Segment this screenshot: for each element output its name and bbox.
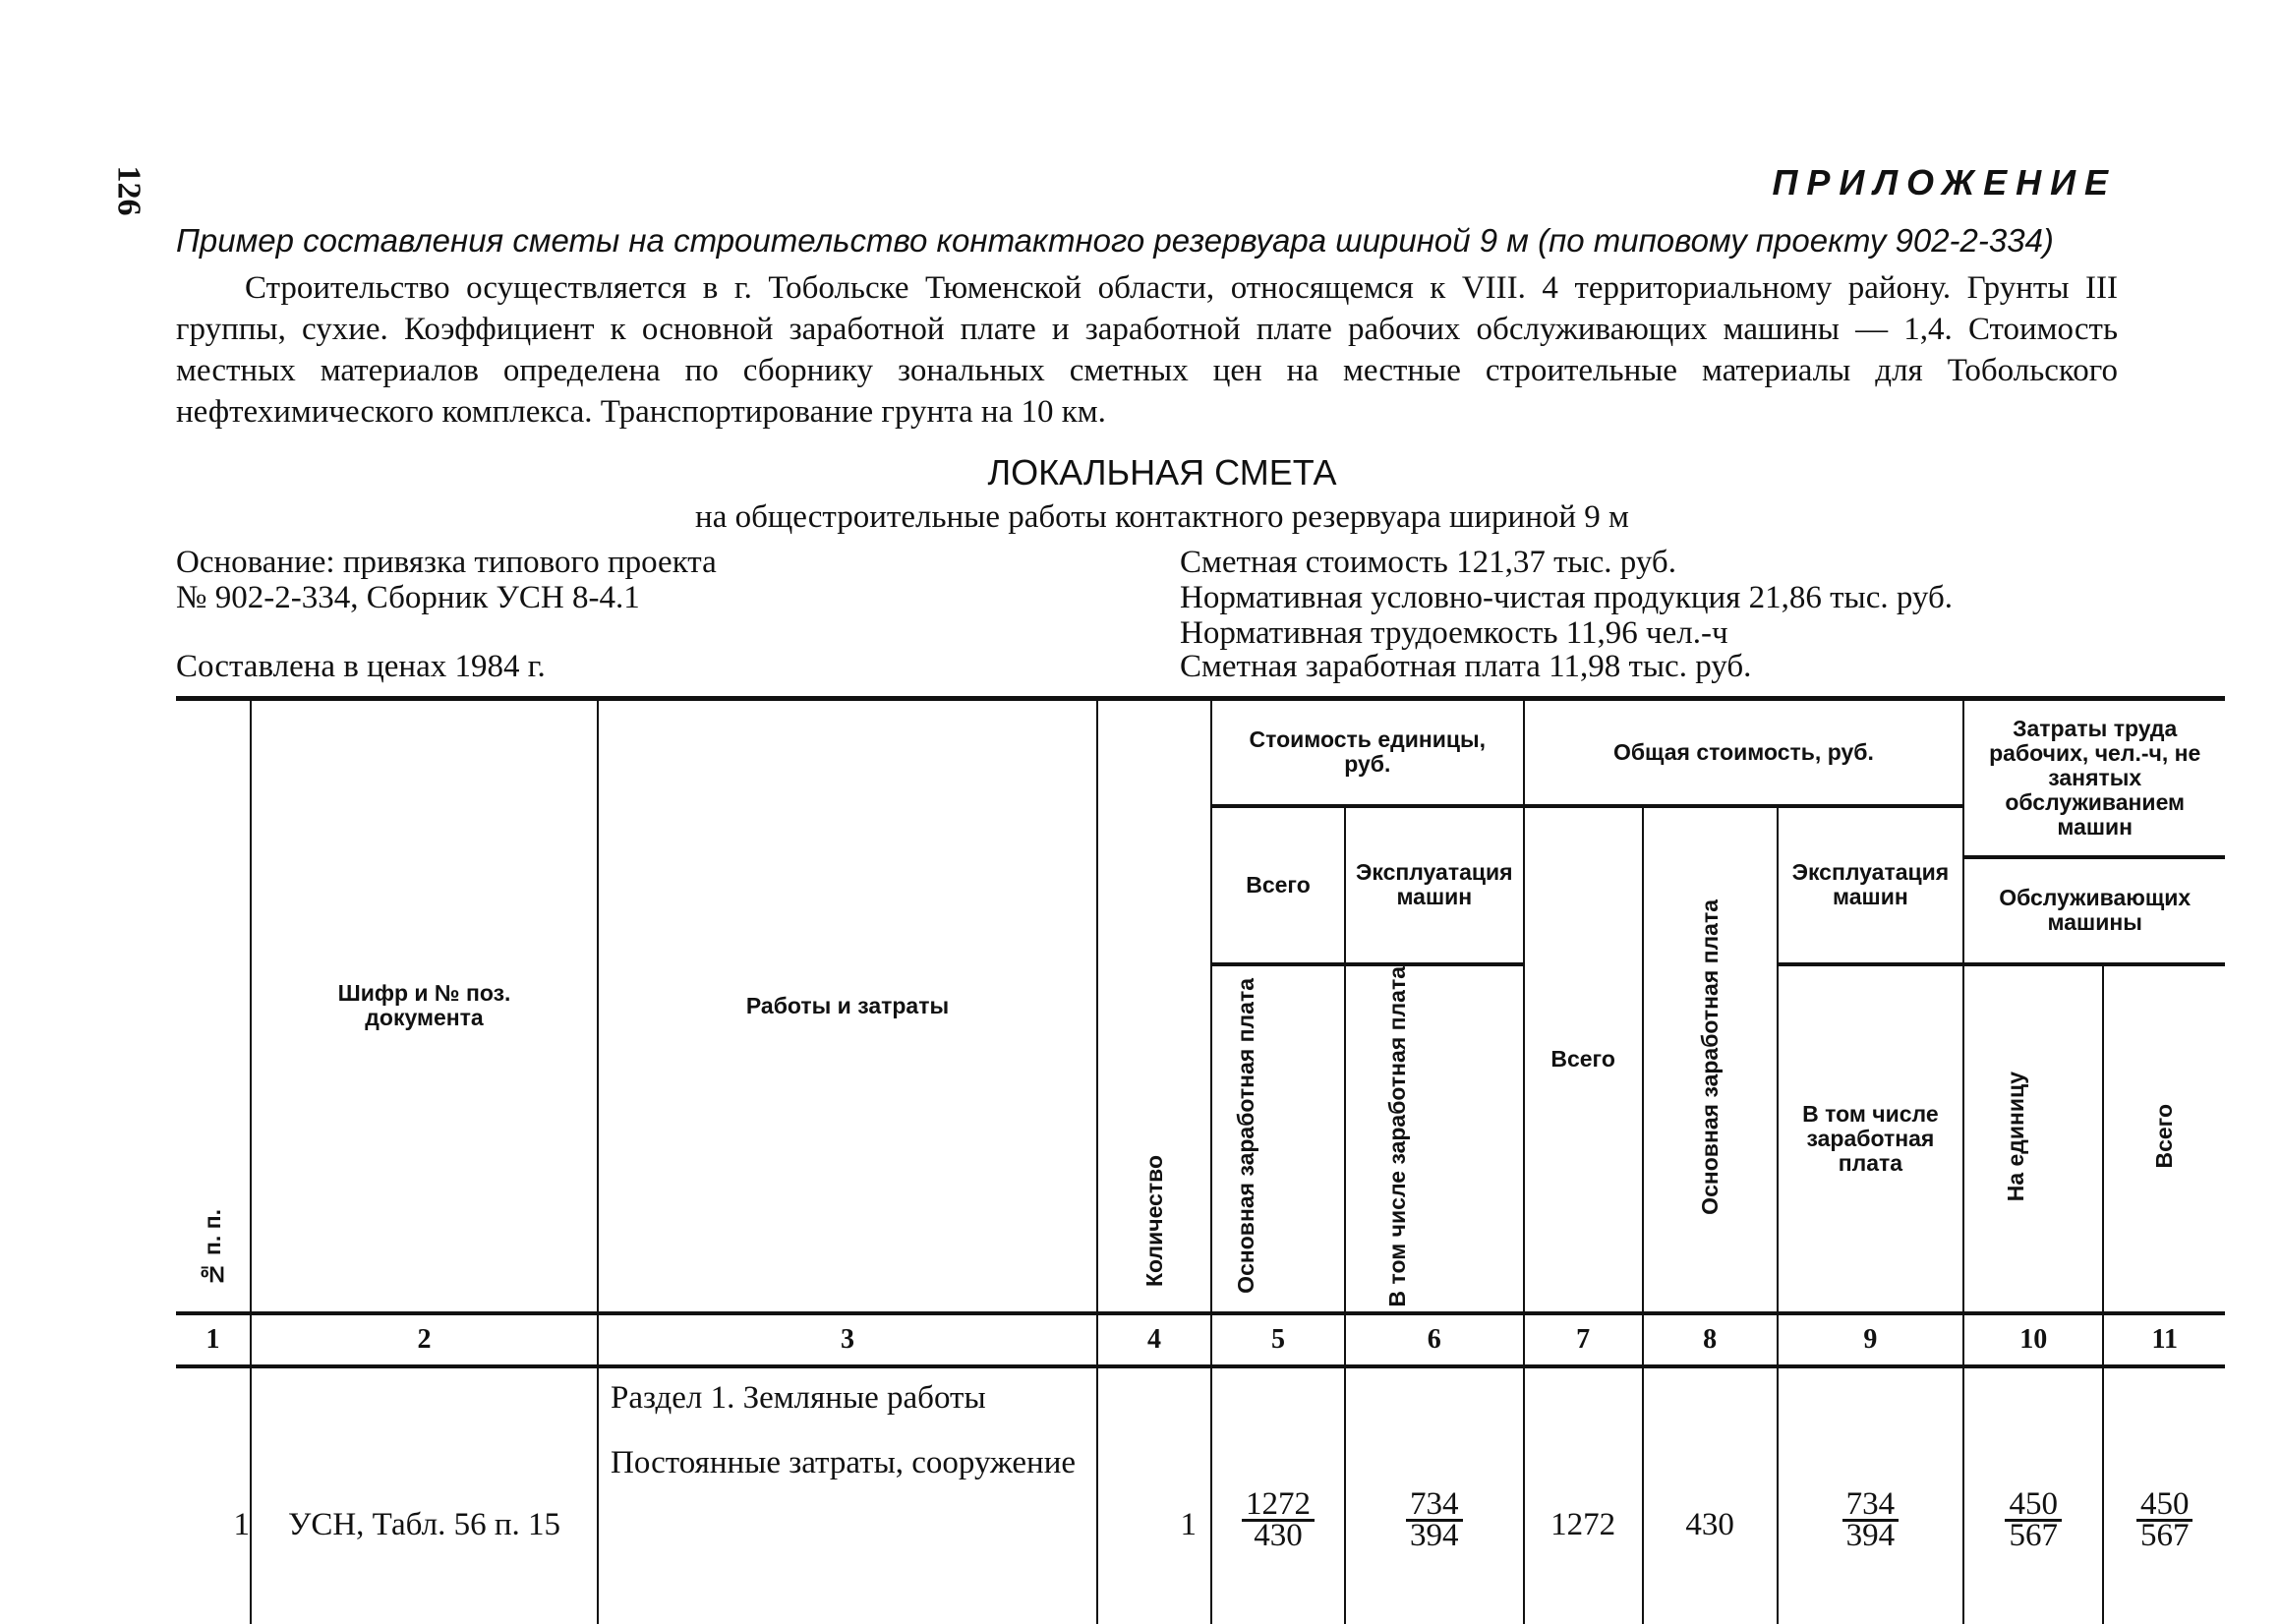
col-number: 1 bbox=[176, 1311, 251, 1368]
page-number: 126 bbox=[110, 165, 147, 216]
col-number: 5 bbox=[1210, 1311, 1345, 1368]
header-c9-top: Эксплуатация машин bbox=[1776, 805, 1964, 966]
row-number: 1 bbox=[233, 1507, 251, 1543]
row-c6: 734 394 bbox=[1344, 1365, 1524, 1624]
col-number: 7 bbox=[1522, 1311, 1643, 1368]
header-unit-cost: Стоимость единицы, руб. bbox=[1210, 696, 1524, 808]
header-row-number: № п. п. bbox=[176, 695, 251, 1313]
basis-line-1: Основание: привязка типового проекта bbox=[176, 545, 717, 580]
col-number: 8 bbox=[1641, 1311, 1778, 1368]
section-title: Раздел 1. Земляные работы bbox=[611, 1379, 986, 1416]
col-number: 4 bbox=[1096, 1311, 1211, 1368]
row-c5: 1272 430 bbox=[1210, 1365, 1345, 1624]
col-number: 2 bbox=[250, 1311, 598, 1368]
header-c7: Всего bbox=[1522, 805, 1643, 1313]
net-product: Нормативная условно-чистая продукция 21,… bbox=[1180, 580, 1954, 615]
col-number: 3 bbox=[597, 1311, 1097, 1368]
estimate-table: № п. п. Шифр и № поз. документа Работы и… bbox=[176, 695, 2226, 1624]
row-quantity: 1 bbox=[1096, 1365, 1211, 1624]
prices-year: Составлена в ценах 1984 г. bbox=[176, 649, 546, 684]
col-number: 6 bbox=[1344, 1311, 1524, 1368]
estimate-title: ЛОКАЛЬНАЯ СМЕТА bbox=[987, 452, 1337, 493]
header-c6-bottom: В том числе заработная плата bbox=[1344, 963, 1524, 1313]
estimate-wages: Сметная заработная плата 11,98 тыс. руб. bbox=[1180, 649, 1752, 684]
row-c8: 430 bbox=[1641, 1365, 1778, 1624]
header-c9-bottom: В том числе заработная плата bbox=[1776, 963, 1964, 1313]
row-c9: 734 394 bbox=[1776, 1365, 1964, 1624]
row-c10: 450 567 bbox=[1962, 1365, 2104, 1624]
estimate-subtitle: на общестроительные работы контактного р… bbox=[695, 499, 1629, 535]
col-number: 11 bbox=[2102, 1311, 2226, 1368]
row-code: УСН, Табл. 56 п. 15 bbox=[250, 1365, 598, 1624]
work-description: Постоянные затраты, сооружение bbox=[611, 1444, 1077, 1480]
header-labor: Затраты труда рабочих, чел.-ч, не заняты… bbox=[1962, 696, 2226, 859]
intro-paragraph: Строительство осуществляется в г. Тоболь… bbox=[176, 270, 2118, 430]
row-c11: 450 567 bbox=[2102, 1365, 2226, 1624]
col-number: 10 bbox=[1962, 1311, 2104, 1368]
header-total-cost: Общая стоимость, руб. bbox=[1522, 696, 1964, 808]
header-c5-bottom: Основная заработная плата bbox=[1210, 963, 1345, 1313]
header-c6-top: Эксплуатация машин bbox=[1344, 805, 1524, 966]
header-c11: Всего bbox=[2102, 963, 2226, 1313]
header-works: Работы и затраты bbox=[597, 695, 1097, 1313]
col-number: 9 bbox=[1776, 1311, 1964, 1368]
labor-intensity: Нормативная трудоемкость 11,96 чел.-ч bbox=[1180, 615, 1728, 651]
table-row: 1 УСН, Табл. 56 п. 15 Раздел 1. Земляные… bbox=[176, 1365, 2226, 1624]
header-c10: На единицу bbox=[1962, 963, 2104, 1313]
basis-line-2: № 902-2-334, Сборник УСН 8-4.1 bbox=[176, 580, 640, 615]
row-works: Раздел 1. Земляные работы Постоянные зат… bbox=[597, 1365, 1097, 1624]
header-c8: Основная заработная плата bbox=[1641, 805, 1778, 1313]
row-c7: 1272 bbox=[1522, 1365, 1643, 1624]
header-code: Шифр и № поз. документа bbox=[250, 695, 598, 1313]
header-c5-top: Всего bbox=[1210, 805, 1345, 966]
header-quantity: Количество bbox=[1096, 695, 1211, 1313]
estimate-cost: Сметная стоимость 121,37 тыс. руб. bbox=[1180, 545, 1676, 580]
header-serving: Обслуживающих машины bbox=[1962, 856, 2226, 966]
appendix-heading: ПРИЛОЖЕНИЕ bbox=[1772, 162, 2117, 203]
intro-title: Пример составления сметы на строительств… bbox=[176, 222, 2054, 259]
